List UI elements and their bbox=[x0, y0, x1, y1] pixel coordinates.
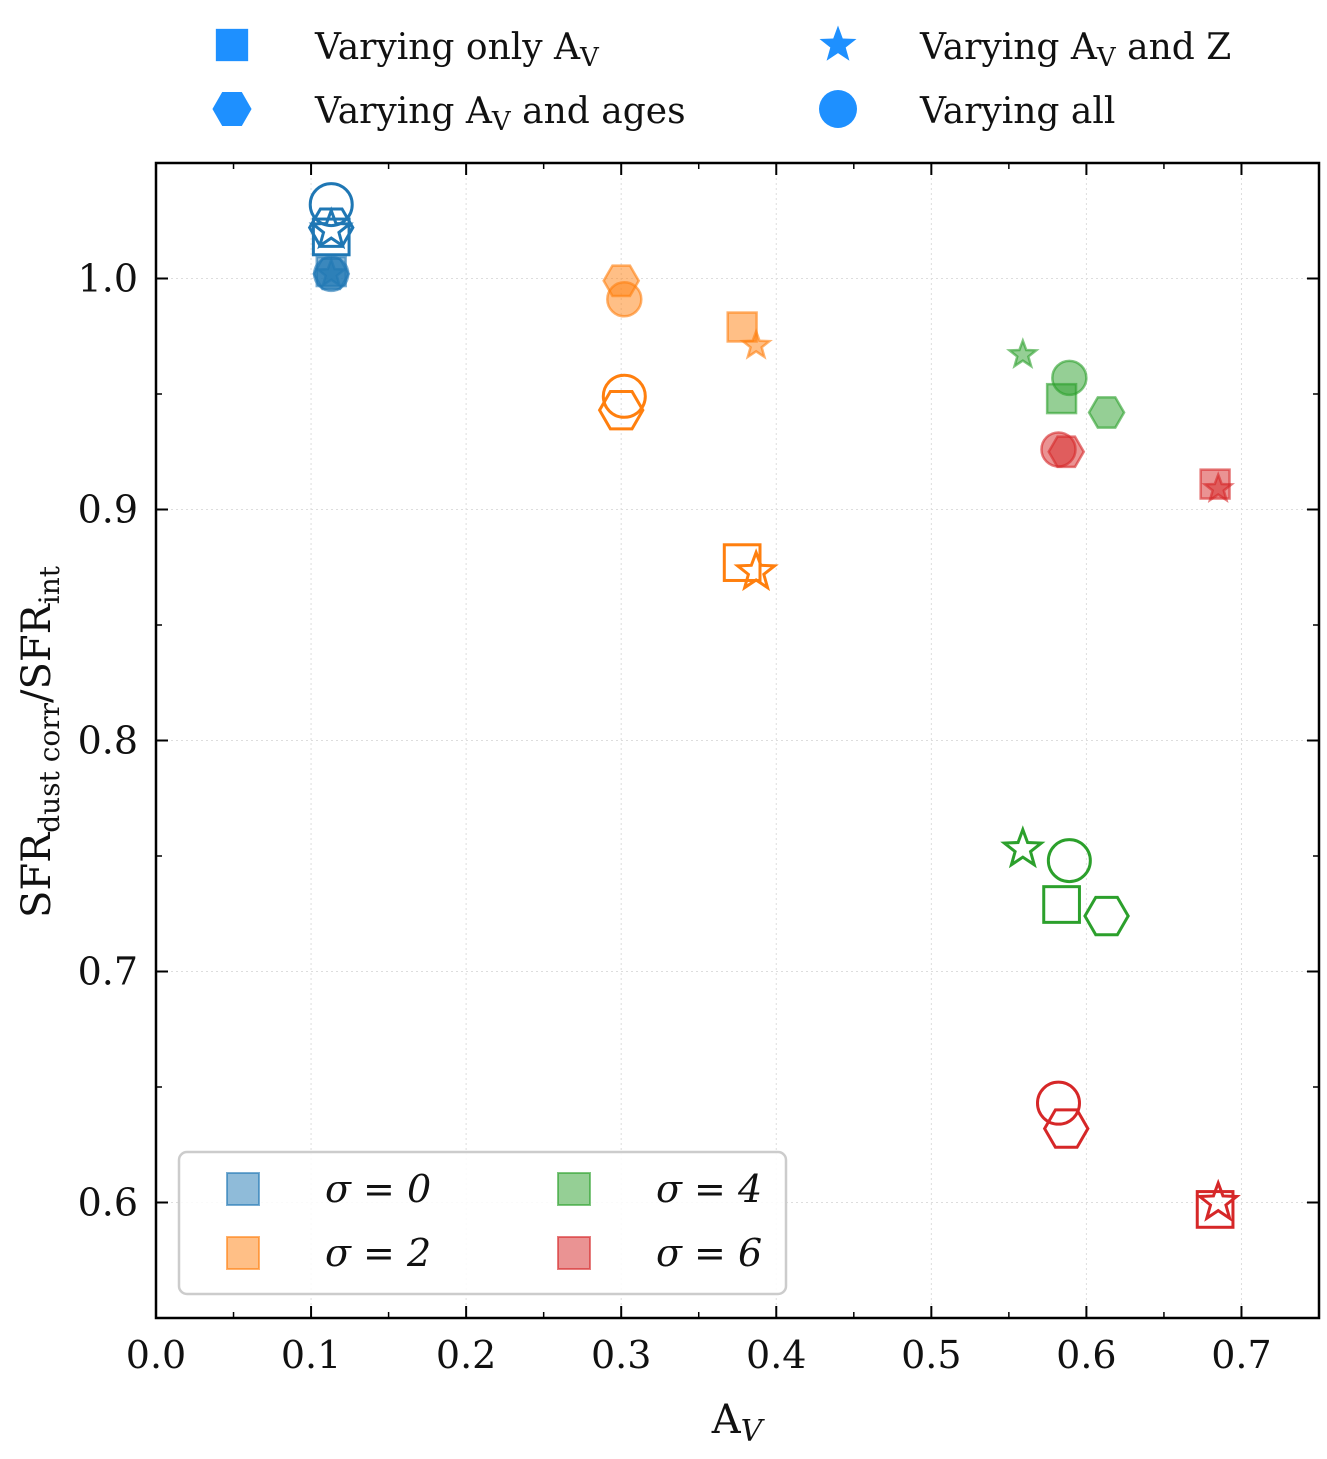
sigma-4-swatch bbox=[557, 1172, 591, 1206]
sigma-2-swatch bbox=[226, 1236, 260, 1270]
y-tick-label: 0.8 bbox=[78, 719, 138, 763]
series-sigma6 bbox=[1035, 431, 1241, 1229]
legend-text: Varying only A bbox=[314, 27, 581, 68]
point-star-filled bbox=[1006, 337, 1040, 370]
sigma-2-label: σ = 2 bbox=[325, 1231, 431, 1275]
point-star-filled bbox=[1201, 471, 1235, 503]
point-circle-open bbox=[601, 373, 647, 419]
x-tick-label: 0.1 bbox=[281, 1333, 341, 1377]
x-axis-label-sub: V bbox=[741, 1414, 766, 1449]
legend-sub: V bbox=[579, 43, 600, 73]
point-circle-open bbox=[308, 182, 354, 228]
sigma-legend-box bbox=[177, 1150, 788, 1296]
legend-marker-shape bbox=[215, 28, 249, 62]
series-sigma2 bbox=[597, 264, 779, 592]
legend-hexagon-icon bbox=[212, 92, 252, 126]
y-tick-label: 1.0 bbox=[78, 257, 138, 301]
x-axis-label: AV bbox=[711, 1397, 766, 1449]
point-hexagon-filled bbox=[1087, 396, 1126, 429]
legend-sub: V bbox=[491, 107, 512, 137]
sigma-0-label: σ = 0 bbox=[325, 1167, 431, 1211]
y-axis-label-main: SFR bbox=[14, 831, 60, 918]
point-hexagon-open bbox=[1083, 895, 1130, 937]
y-axis-label: SFRdust corr/SFRint bbox=[14, 565, 66, 918]
point-circle-filled bbox=[1040, 431, 1077, 468]
legend-item-varying-only-av: Varying only AV bbox=[314, 27, 600, 73]
sigma-6-swatch bbox=[557, 1236, 591, 1270]
y-axis-label-sub2: int bbox=[33, 565, 66, 604]
point-star-open bbox=[308, 206, 354, 250]
point-star-open bbox=[1000, 825, 1046, 869]
sigma-0-swatch bbox=[226, 1172, 260, 1206]
x-tick-label: 0.0 bbox=[126, 1333, 186, 1377]
legend-marker-shape bbox=[819, 25, 857, 61]
point-hexagon-open bbox=[597, 389, 645, 431]
sigma-6-label: σ = 6 bbox=[656, 1231, 762, 1275]
x-tick-label: 0.7 bbox=[1211, 1333, 1271, 1377]
y-tick-label: 0.7 bbox=[78, 950, 138, 994]
legend-marker-shape bbox=[819, 90, 857, 128]
point-circle-filled bbox=[312, 255, 350, 293]
point-circle-filled bbox=[606, 281, 643, 318]
series-sigma0 bbox=[307, 182, 355, 293]
data-points bbox=[307, 182, 1241, 1229]
legend-tail: and ages bbox=[511, 91, 686, 132]
y-axis-label-mid: /SFR bbox=[14, 602, 60, 703]
y-axis-label-sub1: dust corr bbox=[33, 702, 66, 832]
point-hexagon-open bbox=[307, 207, 355, 248]
point-square-open bbox=[1042, 885, 1081, 924]
sigma-legend: σ = 0 σ = 4 σ = 2 σ = 6 bbox=[177, 1150, 788, 1296]
x-tick-label: 0.2 bbox=[436, 1333, 496, 1377]
legend-sub: V bbox=[1096, 43, 1117, 73]
legend-item-varying-av-and-z: Varying AV and Z bbox=[919, 27, 1231, 73]
legend-square-icon bbox=[215, 28, 249, 62]
legend-item-varying-all: Varying all bbox=[919, 91, 1115, 132]
series-sigma4 bbox=[1000, 337, 1130, 937]
point-square-filled bbox=[726, 311, 758, 343]
x-axis-label-main: A bbox=[711, 1397, 742, 1443]
sigma-4-label: σ = 4 bbox=[656, 1167, 762, 1211]
axis-ticks bbox=[155, 162, 1319, 1319]
tick-labels: 0.0 0.1 0.2 0.3 0.4 0.5 0.6 0.7 0.6 0.7 0.8 0.9 1.0 bbox=[78, 257, 1272, 1378]
point-circle-open bbox=[1046, 838, 1092, 884]
x-tick-label: 0.3 bbox=[591, 1333, 651, 1377]
x-tick-label: 0.5 bbox=[901, 1333, 961, 1377]
legend-text: Varying A bbox=[314, 91, 493, 132]
point-square-open bbox=[722, 543, 762, 582]
legend-star-icon bbox=[819, 25, 857, 61]
y-tick-label: 0.6 bbox=[78, 1181, 138, 1225]
legend-text: Varying A bbox=[919, 27, 1098, 68]
x-tick-label: 0.6 bbox=[1056, 1333, 1116, 1377]
point-star-open bbox=[1195, 1178, 1241, 1222]
point-circle-open bbox=[1035, 1080, 1081, 1126]
legend-tail: and Z bbox=[1116, 27, 1232, 68]
legend-item-varying-av-and-ages: Varying AV and ages bbox=[314, 91, 686, 137]
x-tick-label: 0.4 bbox=[746, 1333, 806, 1377]
point-circle-filled bbox=[1051, 359, 1088, 397]
legend-circle-icon bbox=[819, 90, 857, 128]
marker-legend: Varying only AV Varying AV and Z Varying… bbox=[212, 25, 1231, 137]
y-tick-label: 0.9 bbox=[78, 488, 138, 532]
point-star-filled bbox=[739, 327, 773, 360]
legend-marker-shape bbox=[212, 92, 252, 126]
point-star-open bbox=[733, 548, 779, 592]
legend-text: Varying all bbox=[919, 91, 1115, 132]
point-hexagon-open bbox=[1042, 1108, 1090, 1149]
